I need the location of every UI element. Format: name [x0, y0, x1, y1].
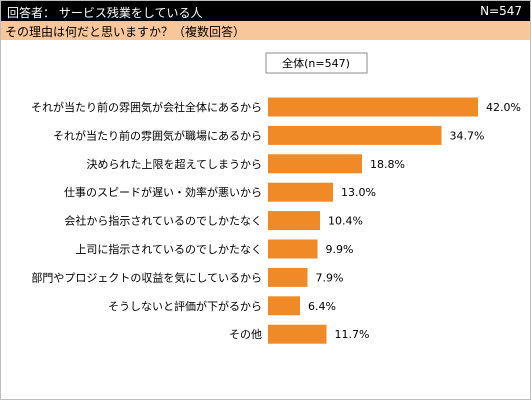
value-label: 9.9%	[326, 243, 354, 256]
bar	[268, 154, 362, 174]
value-label: 13.0%	[341, 186, 376, 199]
legend-label: 全体(n=547)	[282, 56, 350, 70]
bar	[268, 267, 308, 287]
value-label: 34.7%	[450, 129, 485, 142]
value-label: 10.4%	[328, 215, 363, 228]
bars-group: それが当たり前の雰囲気が会社全体にあるから 42.0% それが当たり前の雰囲気が職場…	[31, 97, 521, 344]
category-label: そうしないと評価が下がるから	[108, 299, 262, 313]
value-label: 11.7%	[335, 328, 370, 341]
value-label: 18.8%	[370, 158, 405, 171]
value-label: 42.0%	[486, 101, 521, 114]
bar	[268, 296, 300, 316]
bar	[268, 125, 442, 145]
category-label: 決められた上限を超えてしまうから	[87, 157, 262, 171]
category-label: 部門やプロジェクトの収益を気にしているから	[31, 270, 262, 284]
category-label: 仕事のスピードが遅い・効率が悪いから	[64, 185, 262, 199]
bar-chart: 全体(n=547) それが当たり前の雰囲気が会社全体にあるから 42.0%それが当…	[31, 52, 521, 344]
header-bar: 回答者： サービス残業をしている人 N=547	[1, 1, 530, 21]
bar	[268, 239, 318, 259]
bar	[268, 182, 333, 202]
bar	[268, 211, 320, 231]
bar	[268, 324, 327, 344]
respondents-label: 回答者： サービス残業をしている人	[7, 6, 203, 20]
category-label: その他	[229, 328, 262, 341]
bar	[268, 97, 478, 117]
category-label: 上司に指示されているのでしかたなく	[75, 242, 262, 256]
legend-box	[265, 52, 368, 74]
sample-size: N=547	[480, 4, 522, 18]
legend: 全体(n=547)	[265, 52, 368, 74]
question-text: その理由は何だと思いますか？（複数回答）	[5, 25, 246, 39]
category-label: 会社から指示されているのでしかたなく	[64, 214, 262, 228]
value-label: 7.9%	[316, 271, 344, 284]
category-label: それが当たり前の雰囲気が職場にあるから	[53, 128, 262, 142]
question-bar: その理由は何だと思いますか？（複数回答）	[1, 21, 530, 40]
value-label: 6.4%	[308, 300, 336, 313]
category-label: それが当たり前の雰囲気が会社全体にあるから	[31, 100, 262, 114]
